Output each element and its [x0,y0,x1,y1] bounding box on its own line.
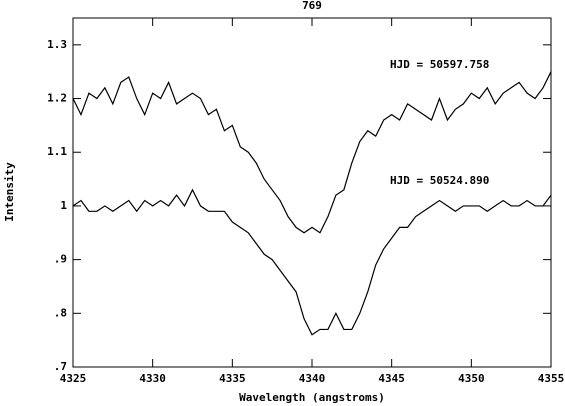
y-axis-label: Intensity [3,162,16,222]
annotation: HJD = 50524.890 [390,174,489,187]
x-tick-label: 4330 [139,372,166,385]
x-tick-label: 4325 [60,372,87,385]
spectrum-line [72,71,552,234]
y-tick-label: .7 [54,360,67,373]
y-tick-label: 1 [60,199,67,212]
y-tick-label: 1.2 [47,92,67,105]
x-tick-label: 4350 [458,372,485,385]
annotation: HJD = 50597.758 [390,58,489,71]
chart-title: 769 [302,0,322,12]
spectrum-line [72,188,552,336]
x-tick-label: 4345 [378,372,405,385]
y-tick-label: 1.1 [47,145,67,158]
x-tick-label: 4335 [219,372,246,385]
x-tick-label: 4340 [299,372,326,385]
y-tick-label: .9 [54,253,67,266]
x-tick-label: 4355 [538,372,565,385]
y-tick-label: .8 [54,306,67,319]
y-tick-label: 1.3 [47,38,67,51]
x-axis-label: Wavelength (angstroms) [239,391,385,404]
